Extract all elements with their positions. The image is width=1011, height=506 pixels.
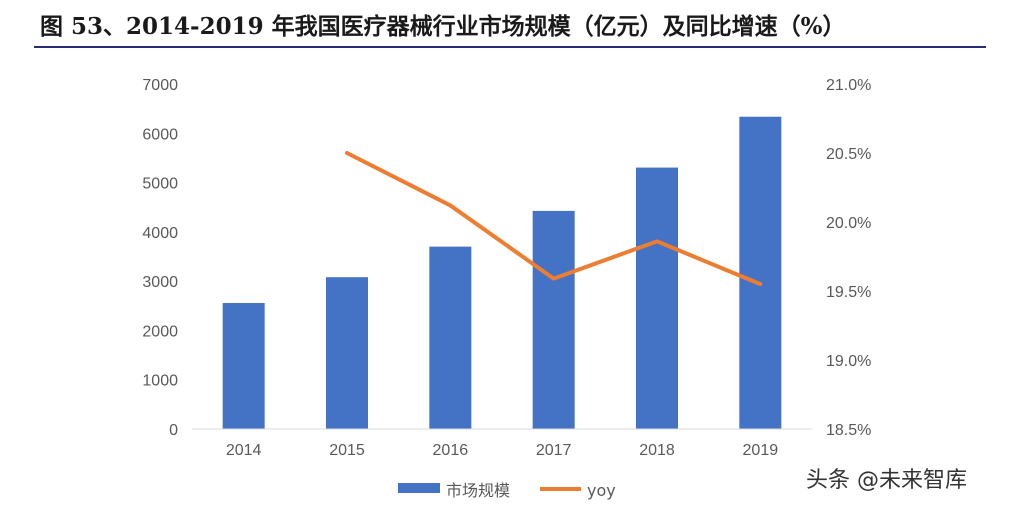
legend: 市场规模 yoy <box>398 481 616 500</box>
bar-2017 <box>532 210 575 429</box>
legend-bar-label: 市场规模 <box>446 481 510 500</box>
x-tick-2018: 2018 <box>639 442 675 459</box>
chart-title: 图 53、2014-2019 年我国医疗器械行业市场规模（亿元）及同比增速（%） <box>40 13 846 40</box>
bar-2014 <box>222 303 265 429</box>
right-y-tick-21: 21.0% <box>826 77 871 94</box>
watermark: 头条 @未来智库 <box>806 468 967 493</box>
left-y-tick-6000: 6000 <box>142 126 178 143</box>
x-tick-2014: 2014 <box>226 442 262 459</box>
title-underline <box>34 46 986 48</box>
legend-bar-swatch <box>398 483 440 493</box>
left-y-tick-labels: 0 1000 2000 3000 4000 5000 6000 7000 <box>142 77 178 439</box>
legend-line-label: yoy <box>587 481 616 500</box>
right-y-tick-18.5: 18.5% <box>826 422 871 439</box>
x-tick-labels: 2014 2015 2016 2017 2018 2019 <box>226 442 778 459</box>
x-tick-2019: 2019 <box>743 442 779 459</box>
right-y-tick-19: 19.0% <box>826 353 871 370</box>
left-y-tick-7000: 7000 <box>142 77 178 94</box>
right-y-tick-20.5: 20.5% <box>826 146 871 163</box>
x-tick-2015: 2015 <box>329 442 365 459</box>
left-y-tick-0: 0 <box>169 422 178 439</box>
right-y-tick-19.5: 19.5% <box>826 284 871 301</box>
bar-series <box>222 116 782 430</box>
x-tick-2016: 2016 <box>433 442 469 459</box>
left-y-tick-2000: 2000 <box>142 323 178 340</box>
left-y-tick-3000: 3000 <box>142 274 178 291</box>
left-y-tick-5000: 5000 <box>142 176 178 193</box>
bar-2015 <box>326 277 368 429</box>
bar-2019 <box>739 116 782 430</box>
bar-2018 <box>636 167 678 430</box>
right-y-tick-20: 20.0% <box>826 215 871 232</box>
left-y-tick-1000: 1000 <box>142 373 178 390</box>
right-y-tick-labels: 18.5% 19.0% 19.5% 20.0% 20.5% 21.0% <box>826 77 871 439</box>
yoy-line <box>345 151 763 287</box>
bar-2016 <box>429 246 472 429</box>
left-y-tick-4000: 4000 <box>142 225 178 242</box>
x-tick-2017: 2017 <box>536 442 572 459</box>
